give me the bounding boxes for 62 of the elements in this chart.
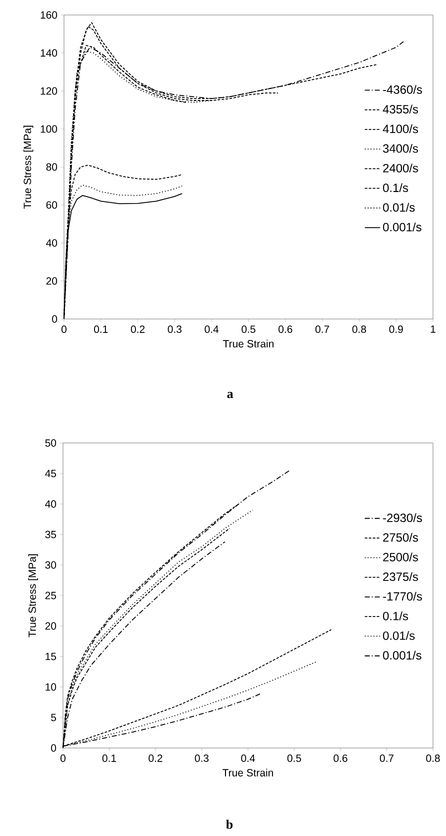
y-tick-label: 30 (45, 561, 56, 569)
y-tick-label: 20 (46, 277, 58, 285)
x-tick-label: 0.3 (168, 326, 182, 333)
x-axis-title: True Strain (222, 768, 273, 776)
legend-label: 0.001/s (383, 650, 422, 660)
legend-label: -1770/s (383, 592, 422, 601)
y-axis-title: True Stress [MPa] (28, 554, 38, 638)
legend-label: -4360/s (383, 85, 422, 94)
y-tick-label: 0 (51, 744, 56, 752)
y-tick-label: 160 (40, 11, 58, 19)
y-tick-label: 20 (45, 622, 56, 630)
legend-label: 2500/s (383, 552, 418, 562)
y-axis-title: True Stress [MPa] (23, 126, 34, 209)
x-tick-label: 0.1 (94, 326, 108, 333)
y-tick-label: 25 (45, 592, 56, 600)
legend-label: 0.1/s (383, 612, 408, 620)
x-tick-label: 0.5 (287, 754, 302, 762)
y-tick-label: 5 (51, 714, 56, 722)
x-tick-label: 0.6 (334, 754, 348, 762)
y-tick-label: 10 (46, 683, 56, 691)
x-tick-label: 0.3 (194, 754, 209, 762)
x-tick-label: 0.2 (130, 326, 145, 333)
x-tick-label: 0.4 (204, 326, 219, 333)
y-tick-label: 40 (45, 500, 56, 508)
y-tick-label: 0 (52, 315, 58, 323)
y-tick-label: 45 (45, 470, 56, 478)
legend-label: 2750/s (383, 532, 418, 542)
text: b (226, 820, 233, 829)
text: a (227, 392, 234, 398)
x-tick-label: 0.5 (242, 326, 256, 333)
y-tick-label: 100 (40, 125, 58, 133)
x-axis-title: True Strain (223, 340, 274, 348)
x-tick-label: 0 (62, 326, 66, 333)
x-tick-label: 0 (60, 754, 66, 762)
y-tick-label: 50 (45, 439, 56, 447)
legend-label: 0.01/s (383, 202, 415, 212)
x-tick-label: 0.2 (148, 754, 162, 762)
y-tick-label: 15 (46, 652, 56, 660)
x-tick-label: 0.4 (241, 754, 255, 762)
x-tick-label: 0.6 (278, 326, 292, 333)
legend-label: -2930/s (383, 513, 422, 522)
legend-label: 3400/s (383, 144, 418, 153)
y-tick-label: 35 (45, 530, 56, 538)
legend-label: 0.001/s (383, 222, 422, 232)
y-tick-label: 120 (40, 87, 58, 95)
y-tick-label: 140 (40, 49, 58, 57)
x-tick-label: 0.7 (380, 754, 394, 762)
legend-label: 2375/s (383, 572, 418, 581)
x-tick-label: 0.1 (102, 754, 116, 762)
x-tick-label: 0.9 (389, 326, 403, 333)
y-tick-label: 40 (46, 239, 58, 247)
x-tick-label: 0.8 (352, 326, 366, 333)
legend-label: 4355/s (382, 104, 418, 114)
x-tick-label: 1 (430, 326, 436, 333)
legend-label: 0.01/s (383, 631, 415, 640)
legend-label: 0.1/s (383, 183, 408, 192)
x-tick-label: 0.7 (315, 326, 330, 333)
legend-label: 2400/s (383, 164, 418, 172)
y-tick-label: 80 (46, 163, 58, 171)
legend-label: 4100/s (382, 124, 418, 134)
x-tick-label: 0.8 (426, 754, 440, 762)
y-tick-label: 60 (46, 201, 58, 209)
